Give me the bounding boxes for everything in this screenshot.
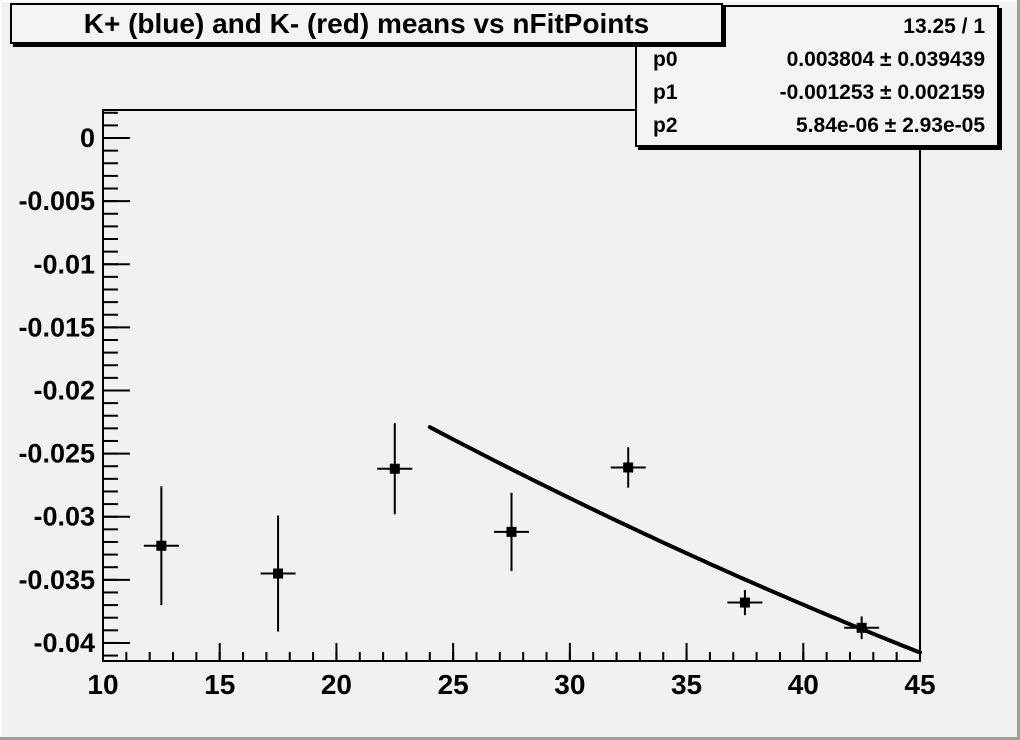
data-point-marker [389,463,400,474]
fit-curve [427,425,922,655]
stats-value-chi2: 13.25 / 1 [903,15,985,38]
plot-title: K+ (blue) and K- (red) means vs nFitPoin… [83,7,650,39]
x-tick-label: 35 [671,669,702,700]
canvas-border-left [0,0,2,740]
data-point-marker [856,622,867,633]
stats-label-p2: p2 [653,114,678,137]
stats-value-p2: 5.84e-06 ± 2.93e-05 [796,114,985,137]
data-point-marker [156,540,167,551]
x-tick-label: 40 [788,669,819,700]
x-tick-label: 45 [904,669,935,700]
data-point-marker [273,568,284,579]
stats-value-p1: -0.001253 ± 0.002159 [779,81,985,104]
stats-row-p1: p1 -0.001253 ± 0.002159 [637,82,997,103]
y-tick-label: 0 [80,123,95,153]
title-box: K+ (blue) and K- (red) means vs nFitPoin… [10,3,723,44]
stats-label-p0: p0 [653,48,678,71]
y-tick-label: -0.015 [18,312,95,342]
y-tick-label: -0.02 [33,375,95,405]
x-tick-label: 30 [554,669,585,700]
plot-frame [102,109,921,662]
y-tick-label: -0.025 [18,439,95,469]
data-point-marker [623,462,634,473]
y-tick-label: -0.005 [18,186,95,216]
x-tick-label: 15 [204,669,235,700]
y-tick-label: -0.04 [33,628,95,658]
y-tick-label: -0.03 [33,502,95,532]
canvas-border-bottom [0,737,1020,740]
data-point-marker [739,597,750,608]
stats-label-p1: p1 [653,81,678,104]
y-tick-label: -0.01 [33,249,95,279]
stats-row-p2: p2 5.84e-06 ± 2.93e-05 [637,115,997,136]
stats-value-p0: 0.003804 ± 0.039439 [786,48,985,71]
stats-row-p0: p0 0.003804 ± 0.039439 [637,49,997,70]
x-tick-label: 20 [321,669,352,700]
y-tick-label: -0.035 [18,565,95,595]
canvas-border-top [0,0,1020,2]
canvas-border-right [1017,0,1020,740]
data-point-marker [506,526,517,537]
x-tick-label: 25 [438,669,469,700]
x-tick-label: 10 [87,669,118,700]
